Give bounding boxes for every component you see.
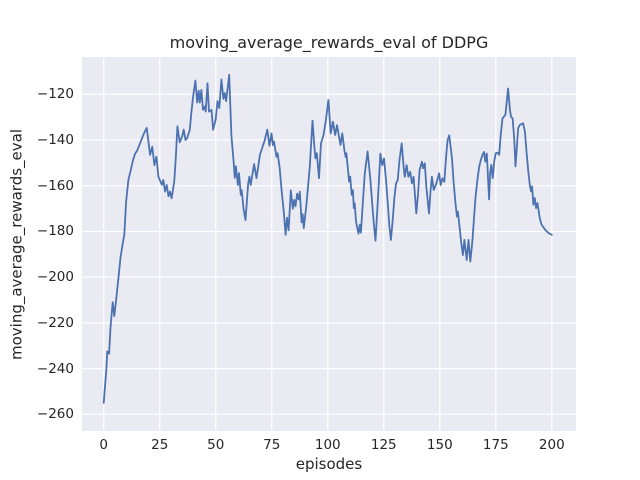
series-line-DDPG: [102, 73, 553, 404]
x-tick-label: 100: [314, 437, 341, 453]
x-tick-label: 175: [482, 437, 509, 453]
y-tick-label: −220: [36, 314, 74, 331]
x-tick-label: 75: [263, 437, 281, 453]
y-tick-label: −140: [36, 131, 74, 148]
y-axis-label: moving_average_rewards_eval: [7, 129, 26, 360]
y-tick-label: −180: [36, 223, 74, 240]
x-tick-label: 150: [426, 437, 453, 453]
chart-title: moving_average_rewards_eval of DDPG: [169, 33, 489, 52]
x-axis-label: episodes: [295, 455, 363, 473]
y-tick-label: −260: [36, 406, 74, 423]
x-tick-label: 200: [538, 437, 565, 453]
x-tick-label: 125: [370, 437, 397, 453]
x-tick-label: 50: [207, 437, 225, 453]
x-tick-label: 0: [99, 437, 109, 453]
y-tick-label: −120: [36, 86, 74, 103]
y-tick-label: −160: [36, 177, 74, 194]
x-tick-label: 25: [151, 437, 169, 453]
y-tick-label: −240: [36, 360, 74, 377]
y-tick-label: −200: [36, 269, 74, 286]
